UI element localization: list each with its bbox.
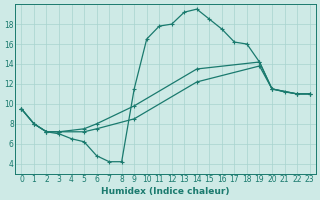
X-axis label: Humidex (Indice chaleur): Humidex (Indice chaleur): [101, 187, 230, 196]
